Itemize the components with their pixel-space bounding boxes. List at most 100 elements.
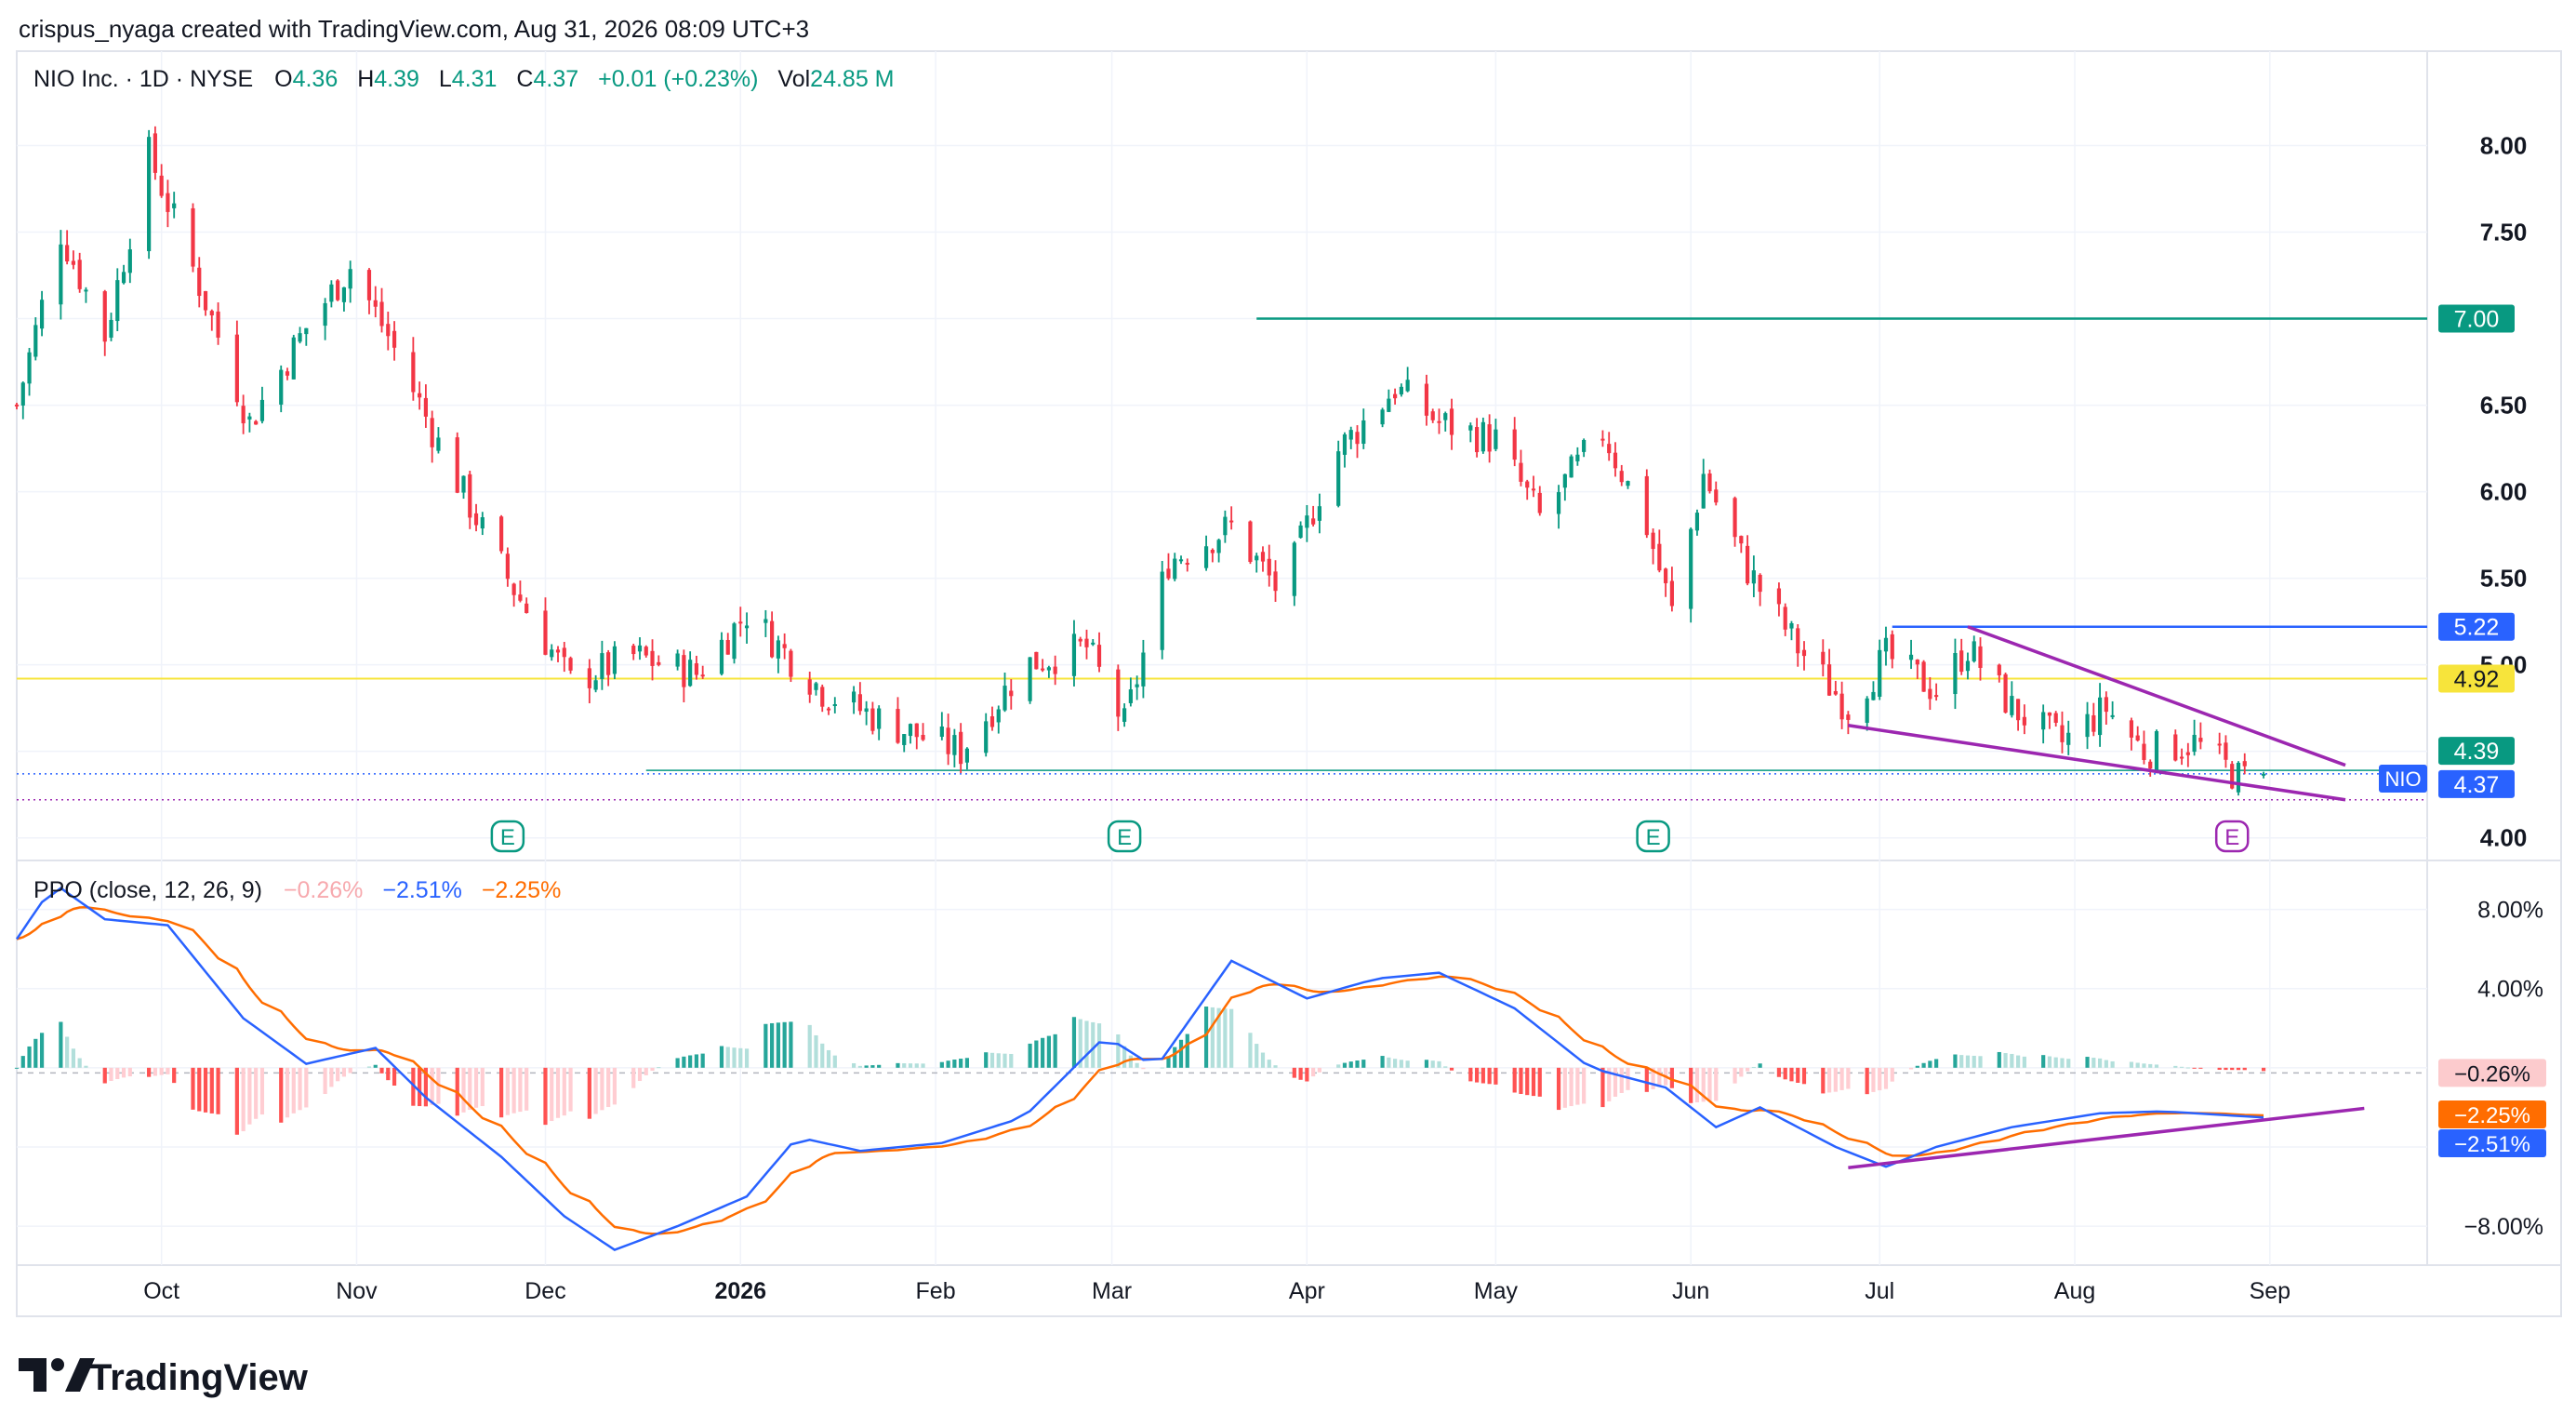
candle-body — [1474, 427, 1480, 453]
histogram-bar — [832, 1055, 837, 1068]
histogram-bar — [1053, 1034, 1057, 1068]
tradingview-logo[interactable]: TradingView — [19, 1357, 309, 1398]
candle — [1569, 454, 1573, 478]
histogram-bar — [505, 1067, 510, 1115]
candle-body — [606, 652, 611, 675]
histogram-bar — [2154, 1064, 2159, 1068]
candle — [694, 655, 699, 680]
candle — [1474, 418, 1480, 458]
candle — [216, 302, 220, 345]
histogram-bar — [820, 1043, 825, 1068]
candle — [1965, 652, 1971, 680]
candle-body — [153, 133, 157, 173]
candle — [675, 649, 680, 671]
candle — [109, 313, 113, 341]
histogram-bar — [1091, 1021, 1095, 1068]
candle — [908, 723, 913, 744]
candle — [1393, 388, 1398, 405]
earnings-marker[interactable]: E — [1636, 820, 1670, 853]
histogram-bar — [908, 1063, 913, 1068]
candle — [826, 706, 831, 715]
candle — [2010, 681, 2014, 718]
candle-body — [291, 337, 296, 380]
trend-line[interactable] — [1848, 724, 2346, 802]
price-badge-text: 7.00 — [2454, 307, 2500, 333]
trend-line[interactable] — [1967, 625, 2346, 767]
candle — [1908, 639, 1914, 670]
candle — [392, 321, 397, 361]
histogram-bar — [2148, 1063, 2153, 1068]
histogram-bar — [1399, 1060, 1403, 1068]
histogram-bar — [499, 1067, 504, 1118]
candle — [1953, 638, 1958, 710]
candle-body — [1978, 646, 1983, 668]
histogram-bar — [725, 1047, 730, 1068]
candle — [1078, 636, 1082, 647]
candle-body — [234, 334, 239, 403]
candle — [1096, 632, 1102, 673]
candle — [1619, 464, 1624, 487]
candle — [896, 697, 900, 744]
earnings-marker[interactable]: E — [1107, 820, 1142, 853]
price-badge: 7.00 — [2438, 304, 2515, 333]
price-axis-label: 6.00 — [2480, 478, 2528, 506]
candle — [2135, 726, 2140, 742]
time-axis-label: Nov — [336, 1278, 378, 1304]
candle — [1600, 430, 1605, 447]
candle — [505, 547, 510, 587]
histogram-bar — [2135, 1062, 2140, 1068]
candle — [1651, 528, 1655, 565]
histogram-bar — [675, 1058, 680, 1068]
histogram-bar — [511, 1067, 516, 1114]
histogram-bar — [1626, 1067, 1630, 1090]
candle — [1883, 626, 1889, 666]
candle — [1034, 651, 1039, 670]
histogram-bar — [606, 1067, 611, 1108]
candle-body — [1789, 622, 1794, 629]
histogram-bar — [2192, 1067, 2197, 1069]
ppo-badge-box — [2438, 1059, 2546, 1087]
candle-body — [423, 397, 428, 417]
candle — [864, 700, 869, 726]
tv-logo-text: TradingView — [89, 1357, 309, 1398]
candle — [2129, 717, 2134, 751]
candle-body — [2192, 734, 2197, 753]
candle — [411, 337, 416, 401]
ppo-badges: −0.26% −2.25% −2.51% — [2438, 1059, 2546, 1157]
candle — [1733, 496, 1737, 547]
candle — [1091, 639, 1095, 647]
high-value: 4.39 — [374, 66, 419, 92]
earnings-marker[interactable]: E — [490, 820, 525, 853]
candle-body — [1651, 532, 1655, 550]
histogram-bar — [952, 1060, 957, 1068]
candle-body — [870, 708, 875, 731]
histogram-bar — [600, 1067, 604, 1111]
ticker-tag-box — [2379, 765, 2427, 793]
histogram-bar — [247, 1067, 252, 1125]
ppo-axis[interactable]: 8.00% 4.00% −8.00% — [2464, 898, 2544, 1241]
ppo-badge-box — [2438, 1100, 2546, 1128]
candle — [1701, 459, 1706, 509]
time-axis[interactable]: Oct Nov Dec 2026 Feb Mar Apr May Jun Jul Aug Sep — [143, 1278, 2291, 1304]
candle-body — [518, 594, 523, 601]
trend-lines[interactable] — [1848, 625, 2365, 1170]
trend-line[interactable] — [1848, 1106, 2365, 1170]
candle — [952, 728, 957, 767]
histogram-bar — [939, 1061, 944, 1068]
candle-body — [379, 301, 384, 327]
chart-frame — [16, 50, 2562, 1317]
histogram-bar — [1562, 1067, 1567, 1108]
candle — [461, 475, 466, 500]
histogram-bar — [1525, 1067, 1530, 1096]
earnings-marker[interactable]: E — [2214, 820, 2250, 853]
candle — [1348, 426, 1353, 449]
histogram-bar — [461, 1067, 466, 1113]
histogram-bar — [826, 1049, 831, 1068]
candle — [1783, 603, 1787, 636]
candle-body — [764, 619, 768, 623]
histogram-bar — [1292, 1067, 1296, 1078]
histogram-bar — [323, 1067, 327, 1094]
candle-body — [637, 645, 643, 652]
